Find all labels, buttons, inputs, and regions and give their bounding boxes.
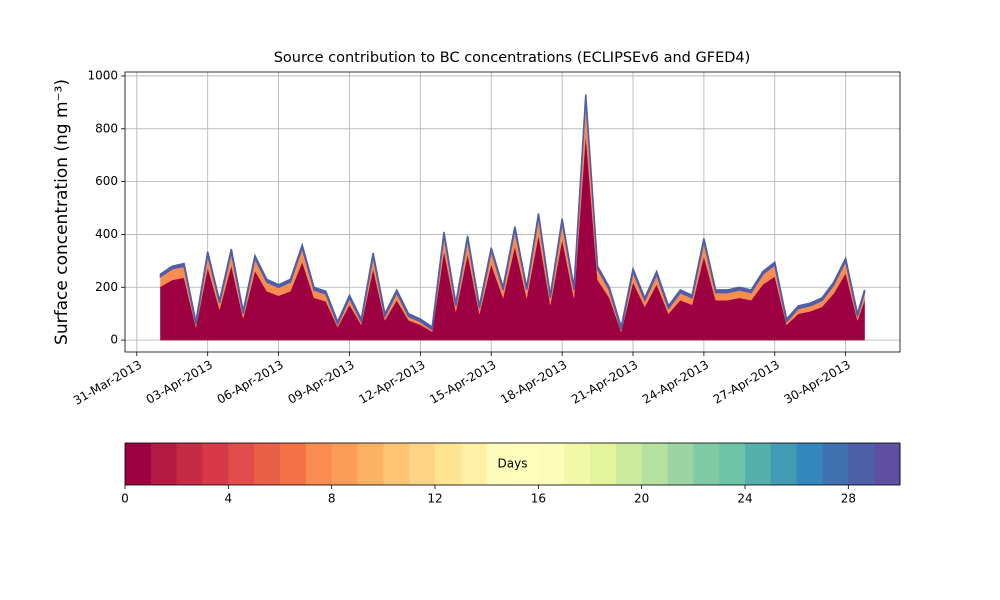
colorbar-swatch	[435, 443, 462, 485]
colorbar-swatch	[331, 443, 358, 485]
colorbar-swatch	[590, 443, 617, 485]
colorbar-swatch	[383, 443, 410, 485]
colorbar-swatch	[228, 443, 255, 485]
colorbar-swatch	[409, 443, 436, 485]
colorbar-swatch	[667, 443, 694, 485]
y-tick-label: 400	[95, 227, 118, 241]
plot-frame	[124, 71, 901, 353]
y-tick-label: 800	[95, 121, 118, 135]
colorbar-swatch	[615, 443, 643, 485]
x-tick-label: 18-Apr-2013	[498, 358, 569, 407]
colorbar-tick-label: 24	[737, 492, 752, 506]
colorbar-swatch	[460, 443, 488, 485]
colorbar-label: Days	[498, 457, 528, 471]
colorbar-tick-label: 0	[121, 492, 129, 506]
y-tick-label: 200	[95, 280, 118, 294]
colorbar-swatch	[745, 443, 772, 485]
x-tick-label: 27-Apr-2013	[711, 358, 782, 407]
colorbar-swatch	[770, 443, 798, 485]
colorbar-tick-label: 4	[225, 492, 233, 506]
colorbar-tick-label: 16	[531, 492, 546, 506]
y-tick-label: 0	[110, 333, 118, 347]
x-tick-label: 31-Mar-2013	[71, 358, 144, 408]
colorbar-swatch	[848, 443, 875, 485]
colorbar-swatch	[564, 443, 591, 485]
area	[159, 94, 866, 331]
colorbar-swatch	[280, 443, 307, 485]
colorbar-swatch	[357, 443, 384, 485]
colorbar-swatch	[796, 443, 823, 485]
x-tick-label: 30-Apr-2013	[782, 358, 853, 407]
colorbar-tick-label: 28	[841, 492, 856, 506]
x-tick-label: 24-Apr-2013	[640, 358, 711, 407]
colorbar-swatch	[719, 443, 746, 485]
x-tick-label: 12-Apr-2013	[356, 358, 427, 407]
colorbar-tick-label: 12	[427, 492, 442, 506]
colorbar-swatch	[822, 443, 849, 485]
colorbar-tick-label: 20	[634, 492, 649, 506]
x-tick-label: 21-Apr-2013	[569, 358, 640, 407]
colorbar-swatch	[150, 443, 178, 485]
colorbar-swatch	[254, 443, 281, 485]
colorbar-swatch	[538, 443, 565, 485]
colorbar-swatch	[486, 443, 513, 485]
colorbar-swatch	[125, 443, 152, 485]
chart-title: Source contribution to BC concentrations…	[274, 50, 751, 66]
x-tick-label: 03-Apr-2013	[144, 358, 215, 407]
colorbar-swatch	[176, 443, 203, 485]
y-tick-label: 600	[95, 174, 118, 188]
colorbar-swatch	[202, 443, 229, 485]
colorbar-swatch	[305, 443, 333, 485]
x-tick-label: 09-Apr-2013	[285, 358, 356, 407]
x-tick-label: 06-Apr-2013	[215, 358, 286, 407]
y-axis-label: Surface concentration (ng m⁻³)	[52, 79, 72, 345]
colorbar-swatch	[693, 443, 720, 485]
colorbar-swatch	[874, 443, 901, 485]
colorbar-frame	[124, 442, 901, 486]
colorbar-tick-label: 8	[328, 492, 336, 506]
x-tick-label: 15-Apr-2013	[427, 358, 498, 407]
y-tick-label: 1000	[87, 68, 118, 82]
colorbar-swatch	[641, 443, 668, 485]
colorbar-swatch	[512, 443, 539, 485]
